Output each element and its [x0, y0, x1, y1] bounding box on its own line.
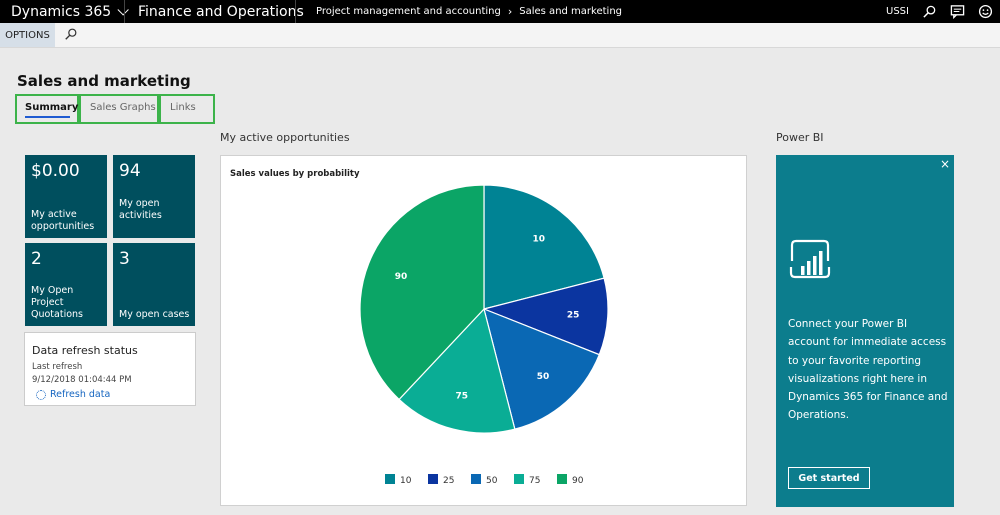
divider [124, 0, 125, 23]
legend-swatch [428, 474, 438, 484]
legend-swatch [471, 474, 481, 484]
chart-panel: Sales values by probability 10 25 50 75 90 1… [220, 155, 747, 506]
company-picker[interactable]: USSI [886, 6, 909, 17]
page-title: Sales and marketing [17, 72, 191, 90]
pie-slice-label: 90 [395, 272, 408, 282]
legend-label: 10 [400, 476, 412, 486]
tile-value: 2 [31, 249, 42, 269]
chart-title: Sales values by probability [230, 169, 360, 179]
divider [295, 0, 296, 23]
app-name: Dynamics 365 [11, 3, 112, 20]
tile-label: My open cases [119, 309, 190, 320]
data-refresh-panel: Data refresh status Last refresh 9/12/20… [24, 332, 196, 406]
pie-slice-label: 50 [537, 372, 550, 382]
tile-value: 3 [119, 249, 130, 269]
app-switcher[interactable]: Dynamics 365 [11, 0, 129, 23]
tile-open-activities[interactable]: 94 My open activities [113, 155, 195, 238]
pie-slice-label: 10 [532, 234, 545, 244]
search-icon[interactable] [922, 4, 937, 19]
close-icon[interactable]: × [939, 157, 950, 171]
powerbi-logo-icon [789, 239, 831, 279]
refresh-icon [36, 389, 46, 400]
tab-label: Links [170, 102, 196, 113]
pie-chart: 10 25 50 75 90 10 25 50 75 90 [359, 184, 609, 486]
tile-value: 94 [119, 161, 141, 181]
section-heading: My active opportunities [220, 131, 350, 144]
legend-label: 75 [529, 476, 540, 486]
pie-slice-label: 75 [456, 391, 469, 401]
powerbi-heading: Power BI [776, 131, 824, 144]
legend-swatch [385, 474, 395, 484]
legend-label: 50 [486, 476, 498, 486]
legend-label: 25 [443, 476, 454, 486]
tab-sales-graphs[interactable]: Sales Graphs [79, 94, 159, 124]
tab-summary[interactable]: Summary [15, 94, 79, 124]
last-refresh-timestamp: 9/12/2018 01:04:44 PM [32, 375, 132, 385]
tile-label: My Open Project Quotations [31, 285, 84, 320]
legend-swatch [557, 474, 567, 484]
pie-slice-25[interactable] [482, 277, 609, 356]
chevron-right-icon: › [507, 5, 513, 18]
tab-label: Summary [25, 102, 79, 113]
active-tab-indicator [25, 116, 70, 118]
tile-open-cases[interactable]: 3 My open cases [113, 243, 195, 326]
options-tab[interactable]: OPTIONS [0, 23, 55, 47]
refresh-link-label: Refresh data [50, 389, 111, 400]
pie-slice-10[interactable] [483, 184, 605, 310]
message-icon[interactable] [950, 4, 965, 19]
pie-slice-75[interactable] [398, 307, 516, 434]
powerbi-description: Connect your Power BI account for immedi… [788, 318, 948, 422]
breadcrumb-item[interactable]: Project management and accounting [316, 6, 501, 17]
breadcrumb: Project management and accounting › Sale… [316, 0, 622, 23]
tile-label: My open activities [119, 198, 162, 221]
action-pane: OPTIONS [0, 23, 1000, 48]
top-navigation-bar: Dynamics 365 Finance and Operations Proj… [0, 0, 1000, 23]
breadcrumb-item[interactable]: Sales and marketing [519, 6, 623, 17]
pie-slice-50[interactable] [483, 308, 601, 430]
tile-value: $0.00 [31, 161, 80, 181]
tile-active-opportunities[interactable]: $0.00 My active opportunities [25, 155, 107, 238]
legend-label: 90 [572, 476, 584, 486]
tab-links[interactable]: Links [159, 94, 215, 124]
module-name: Finance and Operations [138, 3, 304, 20]
tile-open-project-quotations[interactable]: 2 My Open Project Quotations [25, 243, 107, 326]
tile-label: My active opportunities [31, 209, 95, 232]
pie-slice-90[interactable] [359, 184, 485, 401]
last-refresh-label: Last refresh [32, 362, 83, 372]
pie-slice-label: 25 [567, 311, 580, 321]
powerbi-panel: × Connect your Power BI account for imme… [776, 155, 954, 507]
refresh-title: Data refresh status [32, 344, 138, 357]
refresh-data-link[interactable]: Refresh data [36, 389, 110, 400]
tab-label: Sales Graphs [90, 102, 156, 113]
get-started-button[interactable]: Get started [788, 467, 870, 489]
smiley-icon[interactable] [978, 4, 993, 19]
search-icon[interactable] [64, 27, 78, 41]
legend-swatch [514, 474, 524, 484]
